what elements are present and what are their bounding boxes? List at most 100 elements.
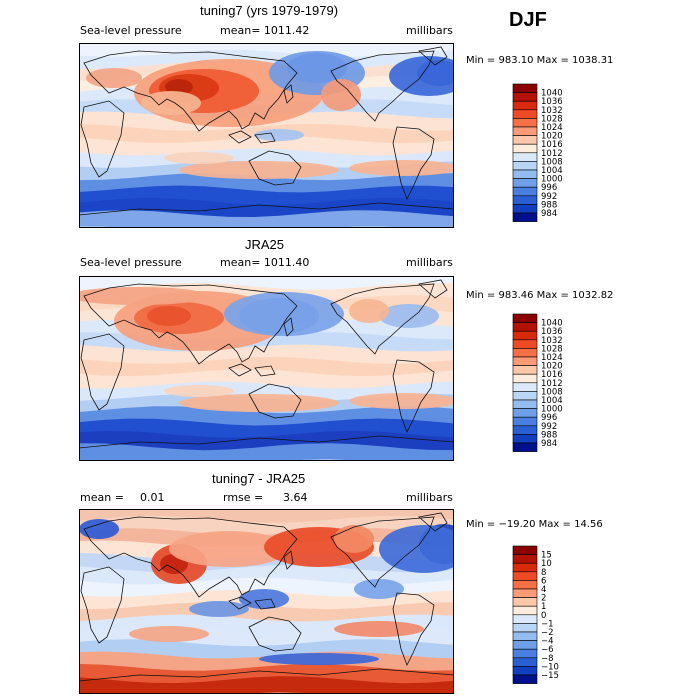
coastline	[418, 279, 448, 299]
colorbar-box	[512, 623, 538, 633]
contour-band	[79, 676, 454, 694]
contour-cell	[164, 152, 234, 164]
panel2-title: JRA25	[245, 237, 285, 252]
colorbar-tick-label: 1020	[541, 132, 563, 142]
colorbar-box	[512, 674, 538, 684]
contour-cell	[321, 79, 361, 111]
colorbar-box	[512, 135, 538, 145]
panel1-units: millibars	[406, 24, 453, 37]
colorbar-tick-label: −15	[541, 671, 559, 681]
colorbar-box	[512, 186, 538, 197]
colorbar-tick-label: 988	[541, 200, 557, 210]
colorbar-tick-label: −2	[541, 628, 554, 638]
panel3-mean-label: mean =	[80, 491, 124, 504]
colorbar-box	[512, 442, 538, 452]
panel2-colorbar: 1040103610321028102410201016101210081004…	[512, 313, 563, 452]
panel2-minmax: Min = 983.46 Max = 1032.82	[466, 290, 614, 301]
colorbar-box	[512, 640, 538, 650]
colorbar-box	[512, 382, 538, 392]
colorbar-box	[512, 126, 538, 136]
panel2-field: Sea-level pressure	[80, 256, 182, 269]
colorbar-box	[512, 580, 538, 590]
colorbar-tick-label: 1012	[541, 149, 563, 159]
panel1-map	[79, 43, 454, 228]
coastline	[283, 550, 294, 570]
map-frame	[79, 509, 454, 694]
map-frame	[79, 43, 454, 228]
contour-cell	[147, 306, 191, 326]
coastline	[254, 598, 276, 610]
coastline	[330, 50, 435, 122]
contour-band	[79, 443, 454, 461]
colorbar-tick-label: −4	[541, 637, 554, 647]
colorbar-box	[512, 169, 538, 179]
colorbar-box	[512, 322, 538, 332]
colorbar-box	[512, 161, 538, 171]
panel2-map	[79, 276, 454, 461]
colorbar-box	[512, 100, 538, 111]
coastline	[79, 668, 454, 694]
colorbar-box	[512, 204, 538, 214]
coastline	[80, 566, 125, 644]
coastline	[248, 383, 302, 419]
coastline	[83, 50, 298, 132]
panel1-title: tuning7 (yrs 1979-1979)	[200, 3, 339, 18]
coastline	[248, 616, 302, 652]
colorbar-tick-label: 1008	[541, 387, 563, 397]
colorbar-tick-label: 4	[541, 585, 546, 595]
coastline	[228, 130, 252, 144]
coastline	[330, 283, 435, 355]
season-label: DJF	[509, 9, 547, 31]
colorbar-tick-label: −6	[541, 645, 554, 655]
colorbar-tick-label: 1004	[541, 396, 563, 406]
map-frame	[79, 276, 454, 461]
coastline	[418, 46, 448, 66]
panel3-rmse-label: rmse =	[223, 491, 264, 504]
colorbar-tick-label: 2	[541, 594, 546, 604]
contour-cell	[239, 589, 289, 609]
colorbar-tick-label: 1032	[541, 106, 563, 116]
colorbar-tick-label: 1004	[541, 166, 563, 176]
contour-cell	[354, 579, 404, 599]
panel1-minmax: Min = 983.10 Max = 1038.31	[466, 55, 614, 66]
coastline	[392, 592, 435, 666]
contour-cell	[349, 393, 454, 409]
contour-cell	[224, 292, 344, 336]
colorbar-tick-label: 1000	[541, 175, 563, 185]
colorbar-tick-label: −1	[541, 619, 554, 629]
coastline	[248, 150, 302, 186]
colorbar-tick-label: −10	[541, 662, 559, 672]
colorbar-tick-label: 1000	[541, 405, 563, 415]
colorbar-box	[512, 356, 538, 366]
coastline	[79, 202, 454, 228]
coastline	[254, 132, 276, 144]
contour-cell	[86, 68, 142, 88]
coastline	[80, 333, 125, 411]
coastline	[228, 363, 252, 377]
colorbar-box	[512, 434, 538, 444]
colorbar-box	[512, 178, 538, 188]
coastline	[283, 84, 294, 104]
colorbar-tick-label: 1024	[541, 353, 563, 363]
colorbar-tick-label: 1040	[541, 319, 563, 329]
coastline	[283, 317, 294, 337]
colorbar-tick-label: 984	[541, 439, 557, 449]
colorbar-tick-label: 1036	[541, 327, 563, 337]
panel1-mean: mean= 1011.42	[220, 24, 310, 37]
contour-cell	[334, 621, 424, 637]
colorbar-box	[512, 313, 538, 323]
colorbar-tick-label: 6	[541, 576, 546, 586]
colorbar-tick-label: 1	[541, 602, 546, 612]
colorbar-box	[512, 562, 538, 573]
coastline	[83, 516, 298, 598]
panel1-field: Sea-level pressure	[80, 24, 182, 37]
contour-band	[79, 210, 454, 228]
colorbar-tick-label: 1016	[541, 370, 563, 380]
panel3-minmax: Min = −19.20 Max = 14.56	[466, 519, 603, 530]
colorbar-box	[512, 588, 538, 598]
colorbar-tick-label: 984	[541, 209, 557, 219]
colorbar-tick-label: 15	[541, 551, 552, 561]
panel1-colorbar: 1040103610321028102410201016101210081004…	[512, 83, 563, 222]
colorbar-tick-label: 8	[541, 568, 546, 578]
